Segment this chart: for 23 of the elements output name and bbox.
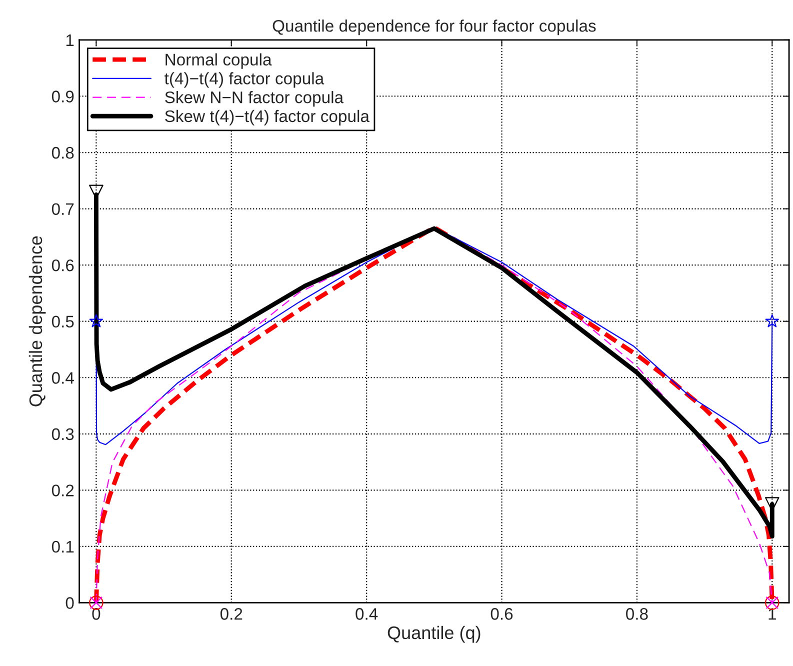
x-tick-label: 0.6	[490, 608, 513, 620]
y-tick-label: 0.3	[52, 428, 74, 440]
y-tick-label: 0.7	[52, 203, 74, 215]
legend-label: Skew t(4)−t(4) factor copula	[165, 110, 370, 126]
chart-title: Quantile dependence for four factor copulas	[272, 20, 596, 36]
y-tick-label: 0.6	[52, 259, 74, 272]
x-axis-title: Quantile (q)	[388, 626, 480, 643]
y-tick-label: 0.4	[52, 372, 74, 384]
x-tick-label: 0.4	[356, 608, 378, 620]
y-tick-label: 0.8	[52, 146, 74, 159]
y-tick-label: 0	[66, 597, 74, 609]
x-tick-label: 0.8	[626, 608, 648, 620]
legend-label: t(4)−t(4) factor copula	[164, 72, 324, 88]
x-tick-label: 1	[768, 608, 776, 620]
y-tick-label: 0.2	[52, 484, 74, 496]
y-tick-label: 1	[66, 34, 74, 46]
y-axis-title: Quantile dependence	[28, 236, 46, 406]
x-tick-label: 0.2	[220, 608, 242, 620]
legend-label: Skew N−N factor copula	[165, 91, 344, 107]
legend-label: Normal copula	[166, 53, 272, 69]
y-tick-label: 0.9	[52, 90, 74, 102]
y-tick-label: 0.5	[52, 316, 74, 328]
y-tick-label: 0.1	[52, 540, 74, 553]
